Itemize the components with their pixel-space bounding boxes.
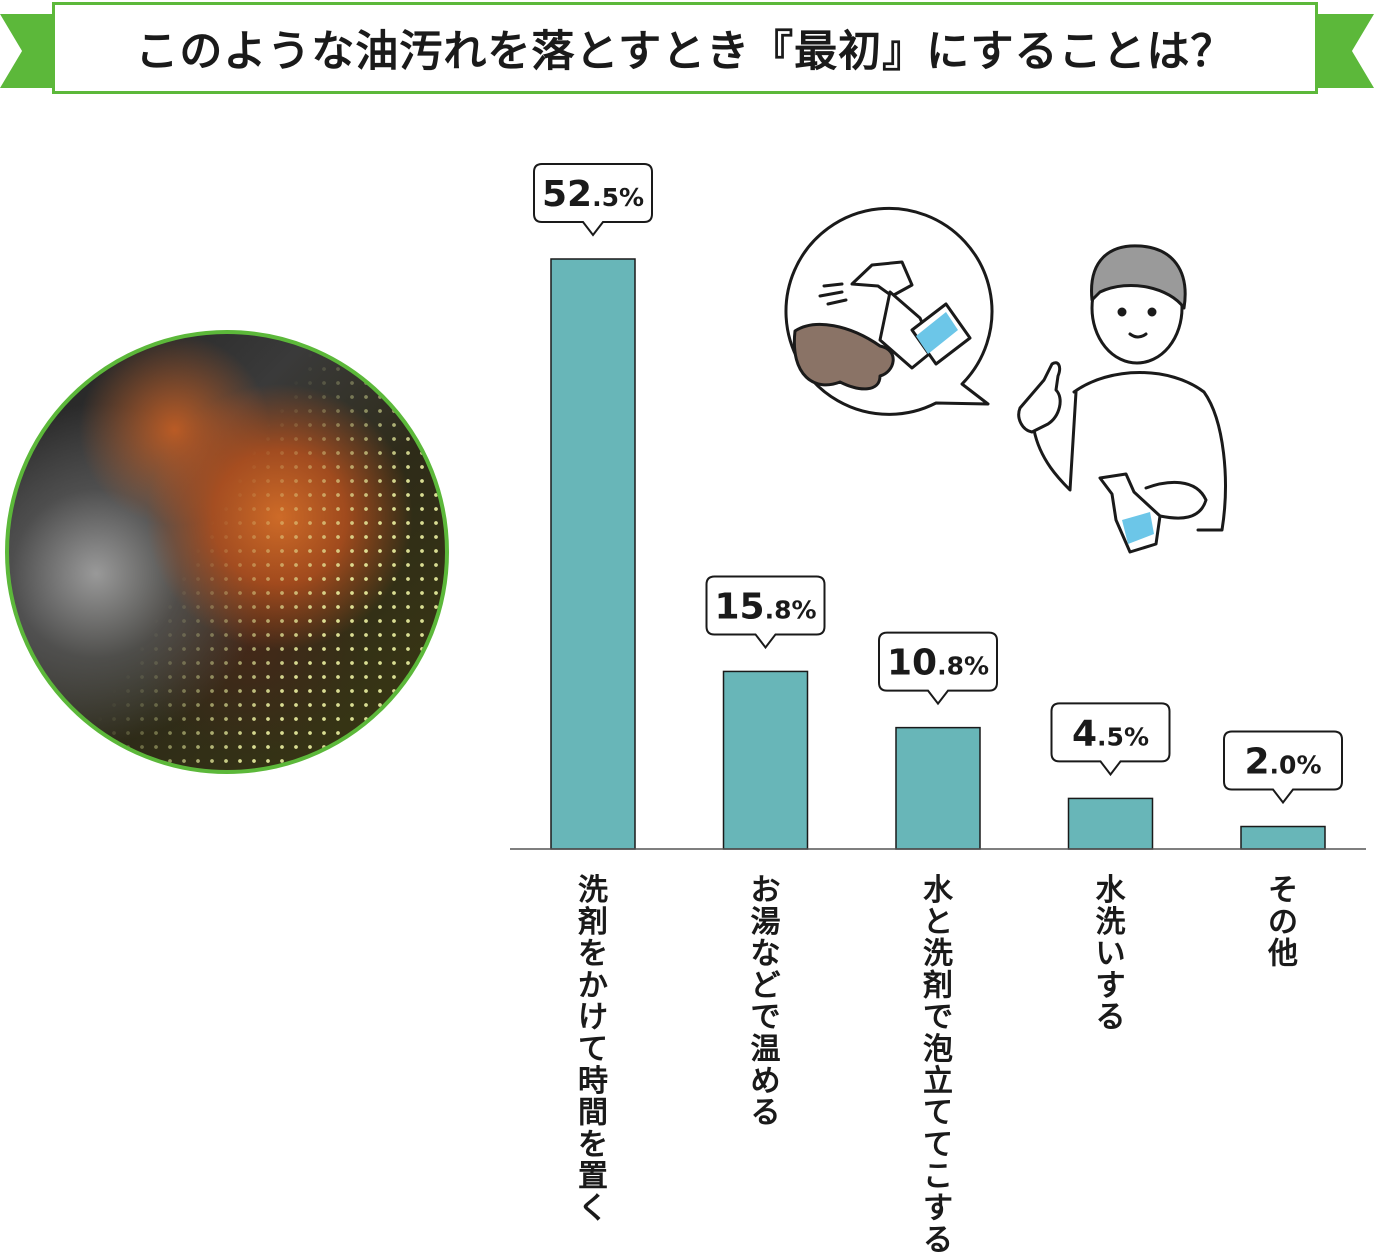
value-label-int: 4 <box>1072 713 1097 754</box>
person-pointing-icon <box>1017 244 1227 554</box>
bar-3 <box>895 726 981 850</box>
grease-photo-mesh <box>9 334 445 770</box>
spray-bottle-icon <box>784 206 994 416</box>
value-labels-layer: 52.5%15.8%10.8%4.5%2.0% <box>533 163 1343 805</box>
value-label-int: 15 <box>714 586 764 627</box>
category-labels-layer: 洗剤をかけて時間を置く お湯などで温める 水と洗剤で泡立ててこする 水洗いする その他 <box>577 873 1298 1252</box>
bar-4 <box>1067 797 1154 850</box>
grease-photo-icon <box>5 330 449 774</box>
bar-2 <box>722 670 809 850</box>
value-label-4: 4.5% <box>1072 713 1149 754</box>
value-bubble-2 <box>705 575 826 650</box>
value-label-1: 52.5% <box>542 174 644 215</box>
value-label-3: 10.8% <box>887 643 989 684</box>
value-label-int: 2 <box>1244 742 1269 783</box>
value-label-int: 10 <box>887 643 937 684</box>
category-label-2: お湯などで温める <box>751 873 781 1131</box>
value-label-dec: .8% <box>937 652 989 681</box>
value-label-dec: .0% <box>1270 751 1322 780</box>
value-label-int: 52 <box>542 174 592 215</box>
value-label-2: 15.8% <box>714 586 816 627</box>
value-bubble-4 <box>1050 702 1171 777</box>
value-label-dec: .5% <box>592 183 644 212</box>
title-banner: このような油汚れを落とすとき『最初』にすることは？ <box>52 2 1318 94</box>
value-bubble-3 <box>878 631 998 706</box>
bar-5 <box>1240 825 1326 850</box>
bars-layer <box>550 258 1326 850</box>
value-label-dec: .5% <box>1097 722 1149 751</box>
value-bubble-5 <box>1223 730 1343 805</box>
category-label-1: 洗剤をかけて時間を置く <box>577 873 608 1226</box>
chart-title: このような油汚れを落とすとき『最初』にすることは？ <box>135 27 1235 77</box>
bar-1 <box>550 258 636 850</box>
category-label-5: その他 <box>1267 873 1298 972</box>
category-label-3: 水と洗剤で泡立ててこする <box>922 873 954 1252</box>
value-label-dec: .8% <box>765 595 817 624</box>
value-bubble-1 <box>533 163 653 237</box>
category-label-4: 水洗いする <box>1096 873 1127 1035</box>
value-label-5: 2.0% <box>1244 742 1321 783</box>
